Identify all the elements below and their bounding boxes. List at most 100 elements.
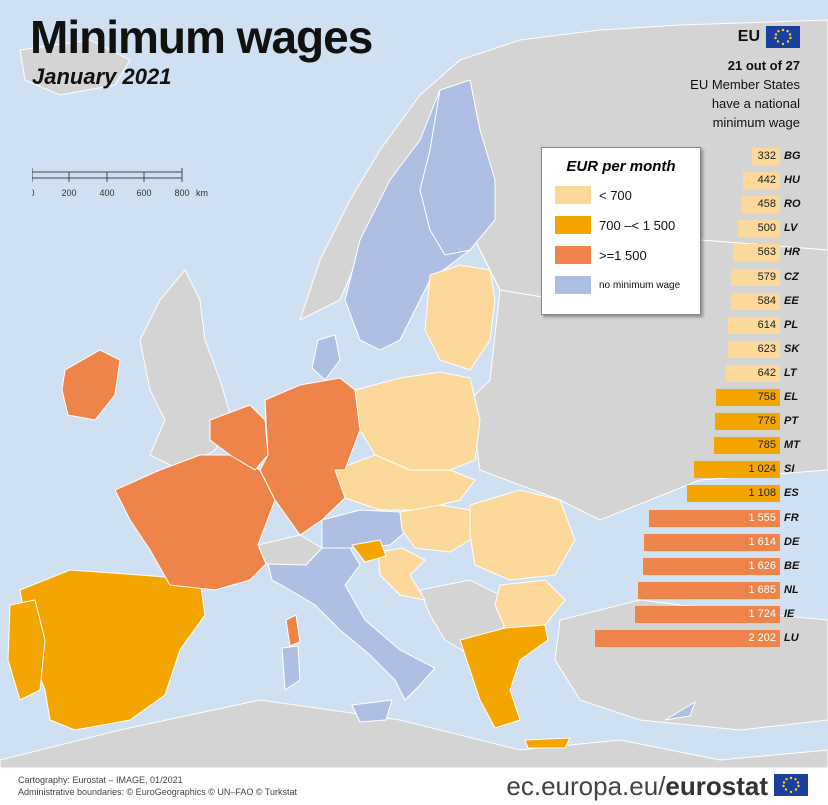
bar-lv [737, 220, 780, 238]
bar-sk [727, 340, 780, 358]
scale-tick-200: 200 [61, 188, 76, 198]
africa-shape [0, 699, 828, 768]
legend-label-high: >=1 500 [599, 247, 647, 263]
eu-note-line4: minimum wage [712, 115, 800, 130]
page-subtitle: January 2021 [32, 64, 172, 89]
credit-boundaries: Administrative boundaries: © EuroGeograp… [18, 787, 298, 797]
legend-swatch-mid [555, 216, 591, 234]
bar-code-pt: PT [784, 415, 799, 428]
baltics-shape [424, 264, 496, 371]
bar-lu [595, 630, 780, 647]
bar-value-ee: 584 [757, 294, 776, 307]
legend-item-mid: 700 –< 1 500 [555, 216, 675, 234]
credits: Cartography: Eurostat – IMAGE, 01/2021 A… [18, 774, 297, 798]
bar-value-cz: 579 [757, 270, 776, 283]
scale-tick-800: 800 [174, 188, 189, 198]
eu-flag-icon [766, 26, 800, 48]
bar-mt [714, 437, 780, 455]
bar-ee [730, 292, 780, 310]
bar-code-hu: HU [784, 174, 800, 187]
bar-code-mt: MT [784, 439, 800, 452]
romania-shape [469, 489, 576, 581]
spain-shape [19, 569, 206, 731]
legend-item-none: no minimum wage [555, 276, 680, 294]
scale-bar: 0 200 400 600 800 km [32, 168, 208, 198]
bar-value-lv: 500 [757, 222, 776, 235]
bar-ie [635, 605, 780, 623]
legend-item-high: >=1 500 [555, 246, 647, 264]
bar-de [644, 533, 780, 551]
sicily-shape [351, 699, 393, 723]
bar-value-de: 1 614 [748, 535, 776, 548]
finland-shape [419, 79, 496, 256]
greece-shape [459, 624, 549, 729]
bar-value-fr: 1 555 [748, 511, 776, 524]
bar-value-be: 1 626 [748, 559, 776, 572]
crete-shape [524, 737, 571, 749]
bar-code-cz: CZ [784, 270, 799, 283]
italy-shape [267, 547, 436, 701]
bar-code-el: EL [784, 391, 799, 403]
bar-code-fr: FR [784, 511, 799, 524]
bar-code-bg: BG [784, 150, 801, 162]
bar-hr [732, 244, 780, 262]
bar-value-pt: 776 [757, 415, 776, 428]
bar-value-hu: 442 [757, 174, 776, 187]
bar-value-bg: 332 [757, 150, 776, 162]
bar-pt [714, 413, 780, 431]
bar-code-nl: NL [784, 583, 799, 596]
poland-shape [354, 371, 481, 471]
iceland-shape [19, 39, 131, 96]
croatia-shape [377, 547, 427, 601]
hungary-shape [399, 504, 479, 553]
legend: EUR per month < 700 700 –< 1 500 >=1 500… [541, 147, 701, 315]
eu-badge: EU [738, 26, 800, 48]
eurostat-flag-icon [774, 774, 808, 796]
bar-value-lu: 2 202 [748, 632, 776, 644]
germany-shape [259, 377, 361, 536]
bar-value-ro: 458 [757, 198, 776, 211]
eu-note: 21 out of 27 EU Member States have a nat… [690, 56, 800, 132]
legend-label-mid: 700 –< 1 500 [599, 217, 676, 233]
corsica-shape [285, 614, 301, 647]
bar-es [686, 485, 780, 503]
ireland-shape [61, 349, 121, 421]
bar-value-el: 758 [757, 391, 776, 403]
sardinia-shape [281, 645, 301, 691]
eu-note-line3: have a national [711, 96, 800, 111]
bar-value-pl: 614 [757, 318, 776, 331]
bar-code-lv: LV [784, 222, 798, 235]
bar-code-lu: LU [784, 632, 799, 644]
bar-value-mt: 785 [757, 439, 776, 452]
bar-value-lt: 642 [757, 366, 776, 379]
portugal-shape [7, 599, 46, 701]
legend-title: EUR per month [566, 158, 676, 175]
bar-value-sk: 623 [757, 342, 776, 355]
eu-note-line2: EU Member States [690, 77, 800, 92]
legend-item-low: < 700 [555, 186, 632, 204]
eu-badge-label: EU [737, 28, 760, 45]
bar-value-si: 1 024 [748, 463, 776, 476]
bar-cz [731, 268, 780, 286]
bar-ro [741, 196, 780, 214]
legend-swatch-none [555, 276, 591, 294]
bar-value-nl: 1 685 [748, 583, 776, 596]
bar-bg [752, 148, 780, 165]
bar-pl [728, 316, 780, 334]
eurostat-brand: ec.europa.eu/eurostat [506, 771, 768, 802]
bar-code-hr: HR [784, 246, 800, 259]
eu-note-line1: 21 out of 27 [727, 58, 800, 73]
legend-swatch-high [555, 246, 591, 264]
bar-nl [638, 581, 780, 599]
cyprus-shape [664, 700, 696, 721]
legend-swatch-low [555, 186, 591, 204]
bar-code-ro: RO [784, 198, 801, 211]
bar-code-de: DE [784, 535, 800, 548]
bar-value-es: 1 108 [748, 487, 776, 500]
scale-tick-0: 0 [32, 188, 35, 198]
bar-code-be: BE [784, 559, 800, 572]
bar-hu [742, 172, 780, 190]
scale-tick-600: 600 [136, 188, 151, 198]
france-shape [114, 454, 276, 591]
